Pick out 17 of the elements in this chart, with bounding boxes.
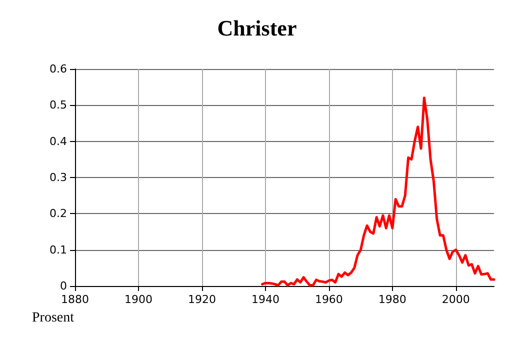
y-tick-label: 0.6 <box>50 62 67 76</box>
x-tick-label: 1900 <box>124 293 152 306</box>
x-tick-label: 1920 <box>188 293 216 306</box>
x-tick-label: 2000 <box>442 293 470 306</box>
y-tick-label: 0 <box>60 280 67 292</box>
x-tick-label: 1980 <box>378 293 406 306</box>
y-axis-title: Prosent <box>32 310 74 326</box>
y-tick-label: 0.1 <box>50 243 67 256</box>
y-tick-label: 0.4 <box>50 134 67 148</box>
x-tick-label: 1880 <box>61 293 89 306</box>
x-tick-label: 1960 <box>314 293 343 306</box>
chart-title: Christer <box>217 16 297 40</box>
x-tick-label: 1940 <box>251 293 280 306</box>
y-tick-label: 0.5 <box>50 98 67 112</box>
y-tick-label: 0.2 <box>50 207 67 220</box>
y-tick-label: 0.3 <box>50 171 67 184</box>
line-series <box>261 96 496 287</box>
